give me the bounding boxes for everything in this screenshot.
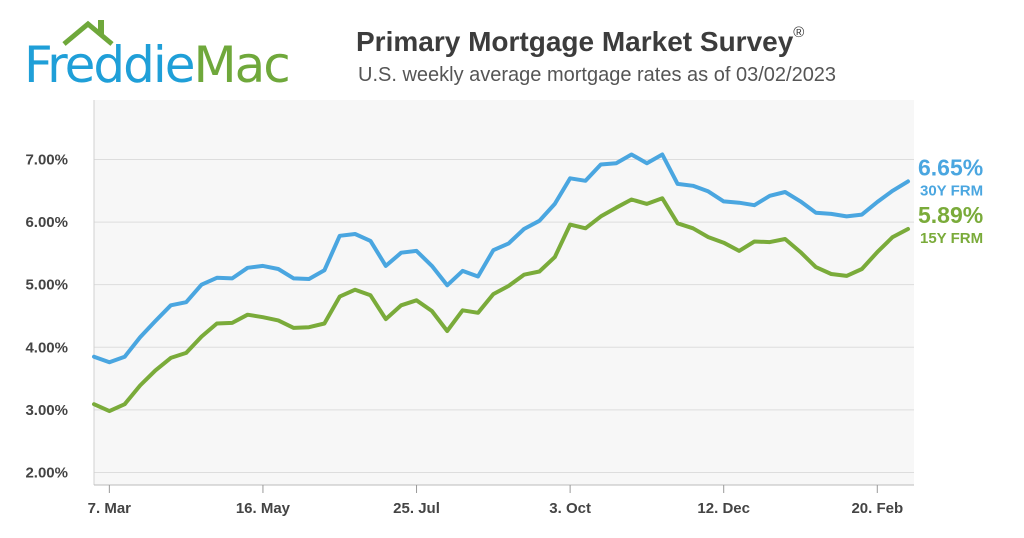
y-tick-label: 7.00% — [25, 151, 68, 168]
y-tick-label: 3.00% — [25, 402, 68, 419]
series-lines — [92, 152, 910, 414]
page-subtitle: U.S. weekly average mortgage rates as of… — [358, 64, 837, 86]
title-text: Primary Mortgage Market Survey — [356, 26, 794, 57]
registered-mark: ® — [793, 24, 805, 41]
y-tick-label: 2.00% — [25, 464, 68, 481]
end-value-label: 5.89% — [918, 202, 983, 228]
x-tick-label: 20. Feb — [851, 500, 903, 517]
logo-text-freddie: Freddie — [24, 36, 195, 94]
house-roof-icon — [62, 20, 114, 46]
end-value-label: 6.65% — [918, 154, 983, 180]
y-tick-label: 4.00% — [25, 339, 68, 356]
logo-text-mac: Mac — [193, 36, 290, 94]
series-name-label: 30Y FRM — [920, 182, 983, 199]
freddie-mac-logo: FreddieMac — [24, 18, 324, 96]
y-axis-ticks: 2.00% 3.00% 4.00% 5.00% 6.00% 7.00% — [25, 151, 68, 481]
page-title: Primary Mortgage Market Survey® — [356, 24, 805, 58]
x-tick-label: 3. Oct — [549, 500, 591, 517]
x-tick-label: 25. Jul — [393, 500, 440, 517]
series-name-label: 15Y FRM — [920, 230, 983, 247]
x-axis-ticks: 7. Mar 16. May 25. Jul 3. Oct 12. Dec 20. Feb — [88, 485, 903, 517]
y-tick-label: 5.00% — [25, 277, 68, 294]
series-line-15y-frm — [92, 196, 910, 414]
x-tick-label: 7. Mar — [88, 500, 132, 517]
logo-wordmark: FreddieMac — [24, 36, 291, 94]
x-tick-label: 16. May — [236, 500, 291, 517]
series-line-30y-frm — [92, 152, 910, 365]
x-tick-label: 12. Dec — [697, 500, 750, 517]
grid-lines — [93, 100, 914, 486]
plot-background — [94, 100, 914, 485]
series-end-labels: 6.65% 30Y FRM 5.89% 15Y FRM — [918, 154, 983, 247]
y-tick-label: 6.00% — [25, 214, 68, 231]
